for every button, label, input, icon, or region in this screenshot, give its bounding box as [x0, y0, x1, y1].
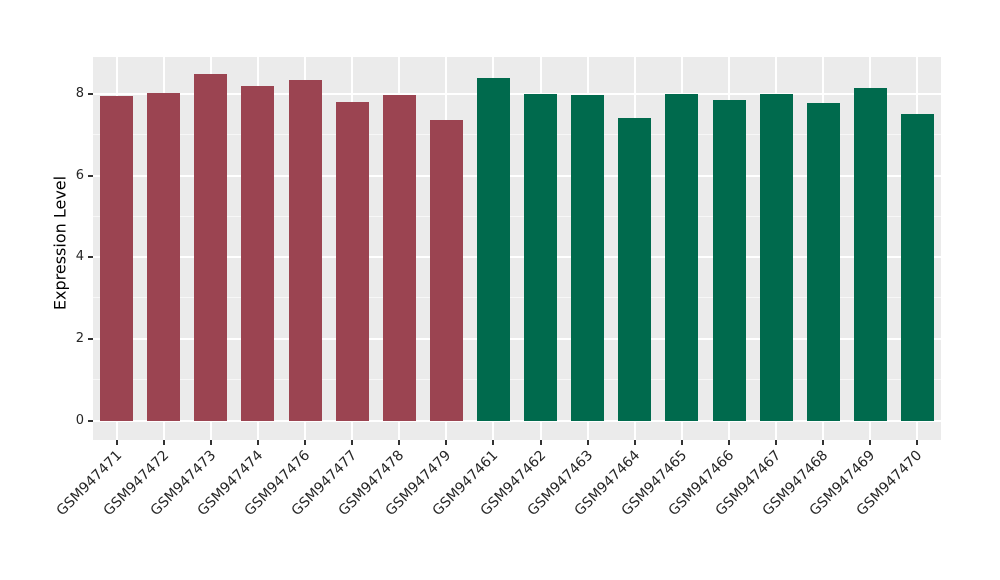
bar-GSM947466 — [712, 99, 746, 421]
x-tick-mark — [162, 440, 165, 445]
gridline-minor-h — [93, 133, 941, 135]
x-tick-mark — [539, 440, 542, 445]
bar-GSM947461 — [476, 77, 510, 421]
y-axis-title: Expression Level — [50, 175, 70, 311]
gridline-major-h — [93, 256, 941, 259]
bar-GSM947462 — [524, 93, 558, 421]
bar-GSM947476 — [288, 79, 322, 421]
bar-GSM947473 — [194, 74, 228, 421]
gridline-minor-h — [93, 379, 941, 381]
bar-GSM947478 — [382, 94, 416, 421]
y-tick-mark — [88, 174, 93, 177]
x-tick-mark — [256, 440, 259, 445]
x-tick-mark — [869, 440, 872, 445]
gridline-minor-h — [93, 215, 941, 217]
y-tick-label: 8 — [75, 85, 84, 101]
bar-GSM947471 — [100, 95, 134, 421]
bar-GSM947470 — [900, 114, 934, 421]
bar-GSM947472 — [147, 93, 181, 421]
y-tick-label: 4 — [75, 249, 84, 265]
gridline-minor-h — [93, 297, 941, 299]
gridline-major-h — [93, 420, 941, 422]
x-tick-mark — [209, 440, 212, 445]
gridline-major-h — [93, 174, 941, 177]
x-tick-mark — [633, 440, 636, 445]
x-tick-mark — [916, 440, 919, 445]
x-tick-mark — [492, 440, 495, 445]
y-tick-mark — [88, 420, 93, 422]
bar-GSM947463 — [571, 95, 605, 421]
x-tick-mark — [775, 440, 778, 445]
bar-GSM947465 — [665, 93, 699, 421]
x-tick-mark — [398, 440, 401, 445]
y-tick-mark — [88, 92, 93, 95]
bar-GSM947477 — [335, 102, 369, 421]
plot-panel — [93, 57, 941, 440]
bar-GSM947469 — [853, 88, 887, 421]
x-tick-mark — [351, 440, 354, 445]
bar-GSM947474 — [241, 85, 275, 421]
y-tick-label: 2 — [75, 331, 84, 347]
bar-GSM947468 — [806, 103, 840, 421]
y-tick-mark — [88, 256, 93, 259]
x-tick-mark — [304, 440, 306, 445]
gridline-major-h — [93, 92, 941, 95]
x-tick-mark — [445, 440, 448, 445]
bar-GSM947464 — [618, 117, 652, 421]
x-tick-mark — [586, 440, 589, 445]
y-tick-label: 6 — [75, 167, 84, 183]
x-tick-mark — [728, 440, 730, 445]
x-tick-mark — [680, 440, 683, 445]
y-tick-label: 0 — [75, 413, 84, 428]
bar-GSM947467 — [759, 94, 793, 421]
gridline-major-h — [93, 338, 941, 341]
x-tick-mark — [115, 440, 118, 445]
y-tick-mark — [88, 338, 93, 341]
bar-GSM947479 — [429, 119, 463, 421]
x-tick-mark — [822, 440, 825, 445]
